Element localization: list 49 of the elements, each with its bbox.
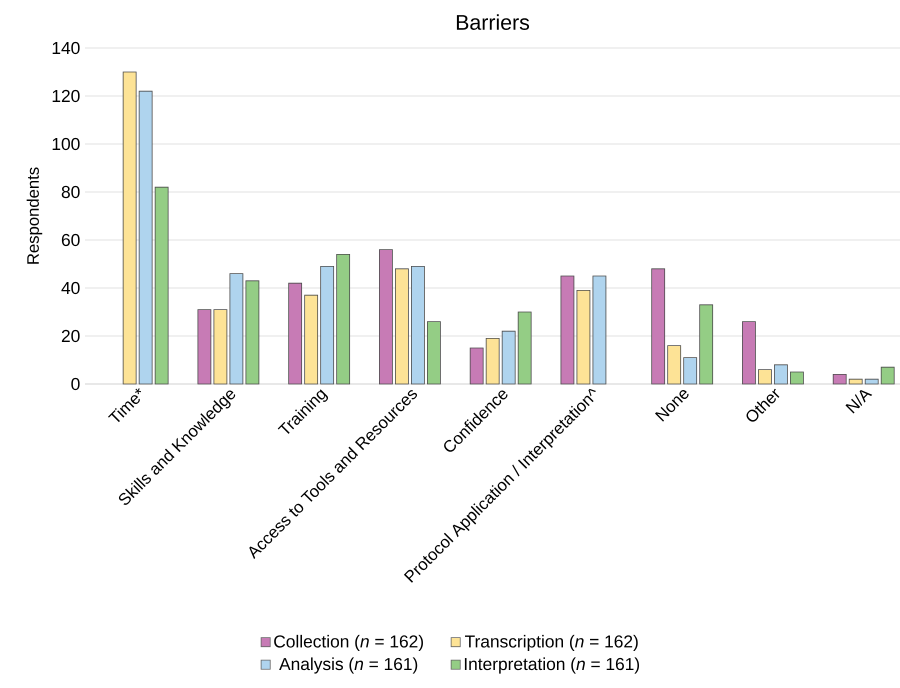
bar [320,266,334,384]
bar [790,372,804,384]
bar [288,282,302,384]
y-tick-label: 120 [52,90,80,102]
bar [214,309,228,384]
bar [411,266,425,384]
bar [592,276,606,384]
bar [470,348,484,384]
legend-label: Collection (n = 162) [274,634,423,652]
bar [832,374,847,384]
bar [683,357,698,384]
y-tick-label: 0 [71,378,80,390]
y-tick-label: 140 [52,42,80,54]
bar [246,280,260,384]
bar [502,330,516,384]
bar [138,90,153,384]
y-tick-label: 80 [62,186,80,198]
bar [848,378,863,384]
bar [518,312,532,384]
x-tick-label: N/A [845,390,872,414]
bar [667,345,682,384]
bar [122,72,137,384]
bar [651,268,666,384]
bar [230,273,244,384]
legend-label: Transcription (n = 162) [465,634,638,652]
bar [304,294,318,384]
y-tick-label: 40 [61,282,80,294]
y-tick-label: 100 [52,138,80,150]
bar [864,378,879,384]
bar [154,186,169,384]
legend-label: Analysis (n = 161) [279,657,418,674]
bar [774,364,788,384]
y-tick-label: 60 [62,234,80,246]
chart-title: Barriers [456,14,530,30]
y-tick-label: 20 [62,330,80,342]
bar [379,249,393,384]
legend-label: Interpretation (n = 161) [464,657,640,674]
bar [880,366,895,384]
bar [742,321,756,384]
bar [486,338,500,384]
bar [336,254,350,384]
bar [560,276,574,384]
bar [758,369,772,384]
bar [198,309,212,384]
bar [395,268,409,384]
bar [427,321,441,384]
bar [699,304,714,384]
y-axis-title: Respondents [26,168,42,264]
bar [576,290,590,384]
